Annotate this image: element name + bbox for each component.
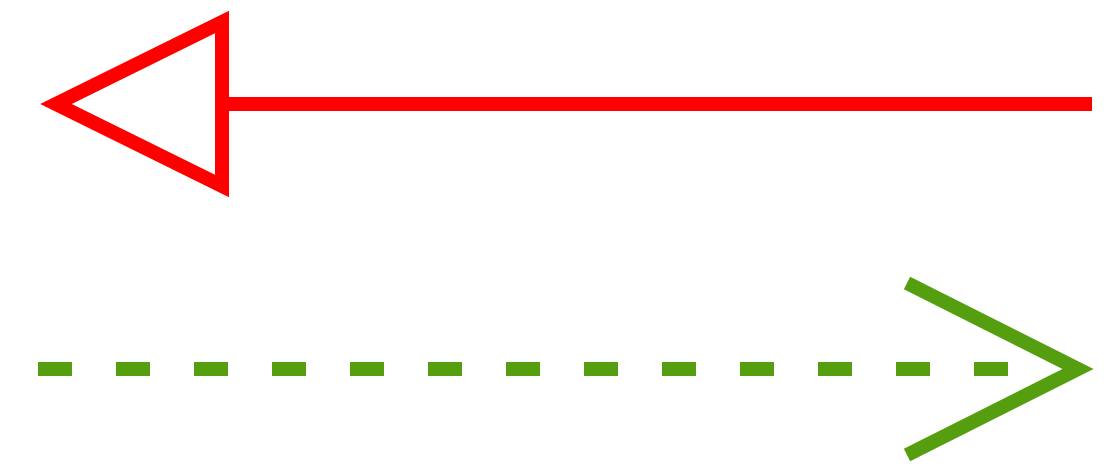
red-solid-arrow [40,10,1092,198]
green-dashed-arrow [38,276,1094,462]
red-arrow-head [40,10,229,198]
green-arrow-head [903,276,1094,462]
